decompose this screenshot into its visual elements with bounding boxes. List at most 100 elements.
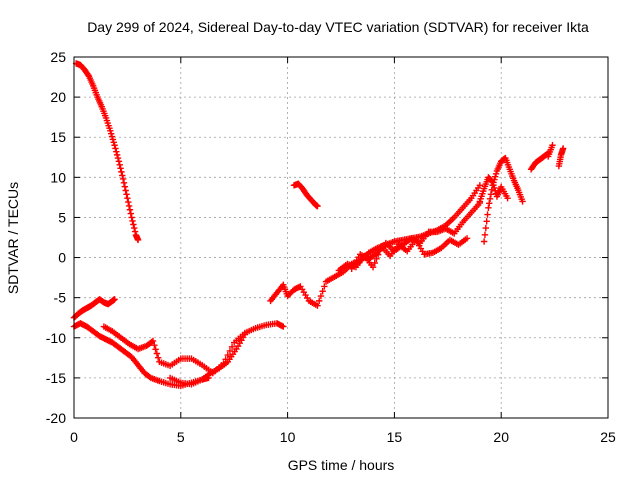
data-point	[485, 204, 492, 212]
data-point	[480, 238, 488, 245]
grid-lines	[74, 57, 608, 418]
y-tick-label: -5	[54, 290, 67, 306]
y-tick-label: 5	[58, 209, 66, 225]
data-point	[488, 177, 496, 185]
data-point	[489, 178, 496, 186]
data-point	[482, 224, 490, 232]
data-point	[122, 187, 129, 194]
series-arc-9	[348, 199, 484, 272]
data-point	[317, 292, 325, 300]
data-point	[148, 338, 155, 346]
data-point	[154, 354, 162, 361]
data-point	[151, 341, 158, 349]
x-tick-label: 0	[70, 429, 78, 445]
series-arc-4	[100, 320, 287, 377]
y-tick-label: 25	[50, 49, 66, 65]
data-point	[110, 139, 117, 146]
data-point	[314, 302, 321, 309]
x-tick-label: 20	[493, 429, 509, 445]
data-point	[463, 235, 471, 242]
series-arc-2	[70, 296, 118, 321]
data-point	[490, 181, 497, 189]
y-axis-label: SDTVAR / TECUs	[5, 182, 21, 294]
y-tick-label: -10	[46, 330, 66, 346]
data-point	[491, 184, 498, 192]
data-point	[125, 198, 132, 206]
data-point	[117, 165, 124, 172]
series-arc-7	[267, 182, 484, 309]
data-point	[125, 202, 133, 210]
plot-frame	[73, 56, 609, 419]
data-point	[316, 297, 323, 305]
data-points	[70, 60, 567, 390]
data-point	[84, 71, 92, 79]
series-arc-1	[72, 60, 142, 244]
data-point	[519, 198, 526, 205]
data-point	[373, 255, 380, 263]
data-point	[118, 168, 125, 176]
data-point	[127, 210, 135, 217]
data-point	[504, 194, 511, 202]
data-point	[481, 231, 489, 238]
y-tick-label: -20	[46, 410, 66, 426]
data-point	[134, 236, 142, 244]
data-point	[228, 343, 236, 350]
data-point	[128, 214, 135, 221]
data-point	[129, 217, 136, 225]
data-point	[549, 142, 556, 149]
series-arc-3	[70, 320, 212, 390]
x-tick-label: 5	[177, 429, 185, 445]
data-point	[280, 323, 287, 330]
data-point	[369, 263, 377, 271]
data-point	[224, 351, 231, 359]
data-point	[120, 179, 128, 186]
series-arc-13	[544, 142, 556, 160]
data-point	[113, 148, 120, 155]
x-tick-label: 25	[600, 429, 616, 445]
data-point	[131, 228, 139, 235]
data-point	[108, 133, 116, 140]
x-axis-label: GPS time / hours	[288, 457, 395, 473]
data-point	[130, 221, 137, 228]
series-arc-11	[476, 174, 511, 205]
data-point	[107, 130, 115, 137]
series-arc-5	[166, 331, 249, 388]
y-tick-label: 10	[50, 169, 66, 185]
chart-title: Day 299 of 2024, Sidereal Day-to-day VTE…	[87, 19, 589, 35]
y-tick-label: -15	[46, 370, 66, 386]
data-point	[123, 191, 130, 198]
data-point	[119, 175, 127, 183]
data-point	[486, 200, 493, 207]
data-point	[476, 182, 484, 189]
series-arc-10	[480, 154, 526, 245]
data-point	[319, 288, 326, 295]
data-point	[124, 194, 131, 202]
data-point	[484, 211, 491, 218]
data-point	[115, 158, 123, 165]
data-point	[109, 136, 117, 143]
x-tick-label: 15	[387, 429, 403, 445]
data-point	[483, 218, 490, 225]
data-point	[559, 145, 567, 152]
data-point	[371, 259, 378, 267]
data-point	[113, 151, 121, 159]
data-point	[131, 224, 138, 232]
data-point	[492, 173, 499, 180]
data-point	[121, 183, 129, 190]
data-point	[241, 331, 249, 338]
x-tick-label: 10	[280, 429, 296, 445]
y-tick-label: 0	[58, 250, 66, 266]
data-point	[492, 170, 500, 178]
axis-ticks: 0 5 10 15 20 25 -20 -15 -10 -5 0 5 10 15 20 25	[46, 49, 616, 445]
data-point	[314, 203, 321, 210]
data-point	[114, 154, 122, 162]
data-point	[112, 145, 119, 152]
data-point	[119, 172, 126, 179]
data-point	[149, 337, 157, 345]
data-point	[321, 283, 328, 290]
data-point	[111, 142, 118, 149]
series-arc-6	[290, 180, 321, 210]
data-point	[153, 350, 161, 357]
series-arc-14	[555, 145, 567, 170]
